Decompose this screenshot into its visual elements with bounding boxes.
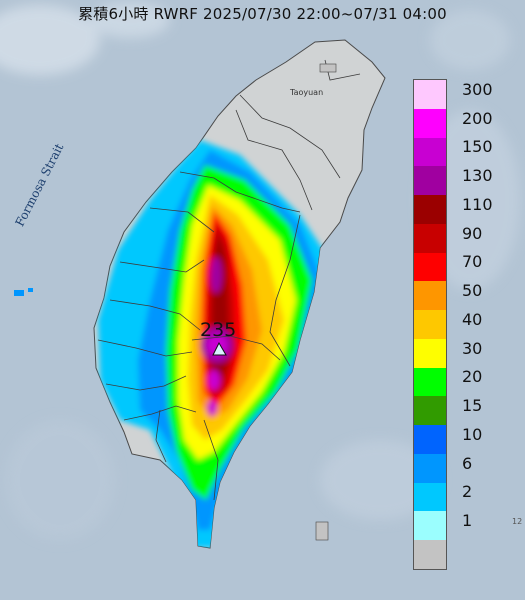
legend-label: 30 bbox=[462, 338, 483, 358]
legend-swatch bbox=[414, 396, 446, 426]
legend-swatch bbox=[414, 80, 446, 110]
legend-label: 90 bbox=[462, 223, 483, 243]
city-label: Taoyuan bbox=[290, 88, 324, 97]
legend-swatch bbox=[414, 511, 446, 541]
legend-swatch bbox=[414, 281, 446, 311]
legend-label: 6 bbox=[462, 453, 473, 473]
legend-swatch bbox=[414, 108, 446, 138]
legend-swatch bbox=[414, 425, 446, 455]
legend-label: 50 bbox=[462, 281, 483, 301]
legend-label: 200 bbox=[462, 108, 493, 128]
peak-value-label: 235 bbox=[200, 319, 237, 341]
rainfall-field bbox=[98, 140, 330, 548]
legend-label: 20 bbox=[462, 367, 483, 387]
county-boundaries bbox=[97, 59, 361, 501]
legend-label: 110 bbox=[462, 194, 493, 214]
legend-label: 2 bbox=[462, 482, 473, 502]
legend-swatch bbox=[414, 195, 446, 225]
legend-swatch bbox=[414, 223, 446, 254]
legend-swatch bbox=[414, 252, 446, 282]
legend-swatch bbox=[414, 453, 446, 484]
legend-swatch bbox=[414, 166, 446, 196]
legend-color-scale bbox=[413, 79, 447, 570]
legend-label: 1 bbox=[462, 511, 473, 531]
legend-swatch bbox=[414, 367, 446, 397]
legend-label: 15 bbox=[462, 396, 483, 416]
legend-swatch bbox=[414, 310, 446, 340]
legend-label: 300 bbox=[462, 79, 493, 99]
cloud-texture bbox=[0, 2, 520, 540]
legend-swatch bbox=[414, 338, 446, 369]
legend-label: 10 bbox=[462, 424, 483, 444]
legend-label: 150 bbox=[462, 137, 493, 157]
legend-label: 40 bbox=[462, 309, 483, 329]
map-title: 累積6小時 RWRF 2025/07/30 22:00~07/31 04:00 bbox=[78, 5, 447, 23]
legend-swatch bbox=[414, 137, 446, 167]
peak-marker-icon bbox=[212, 341, 227, 356]
edge-label: 12 bbox=[512, 517, 523, 526]
legend-label: 130 bbox=[462, 166, 493, 186]
offshore-islands bbox=[14, 288, 33, 296]
legend-swatch bbox=[414, 482, 446, 512]
legend-label: 70 bbox=[462, 252, 483, 272]
legend-swatch bbox=[414, 540, 446, 570]
